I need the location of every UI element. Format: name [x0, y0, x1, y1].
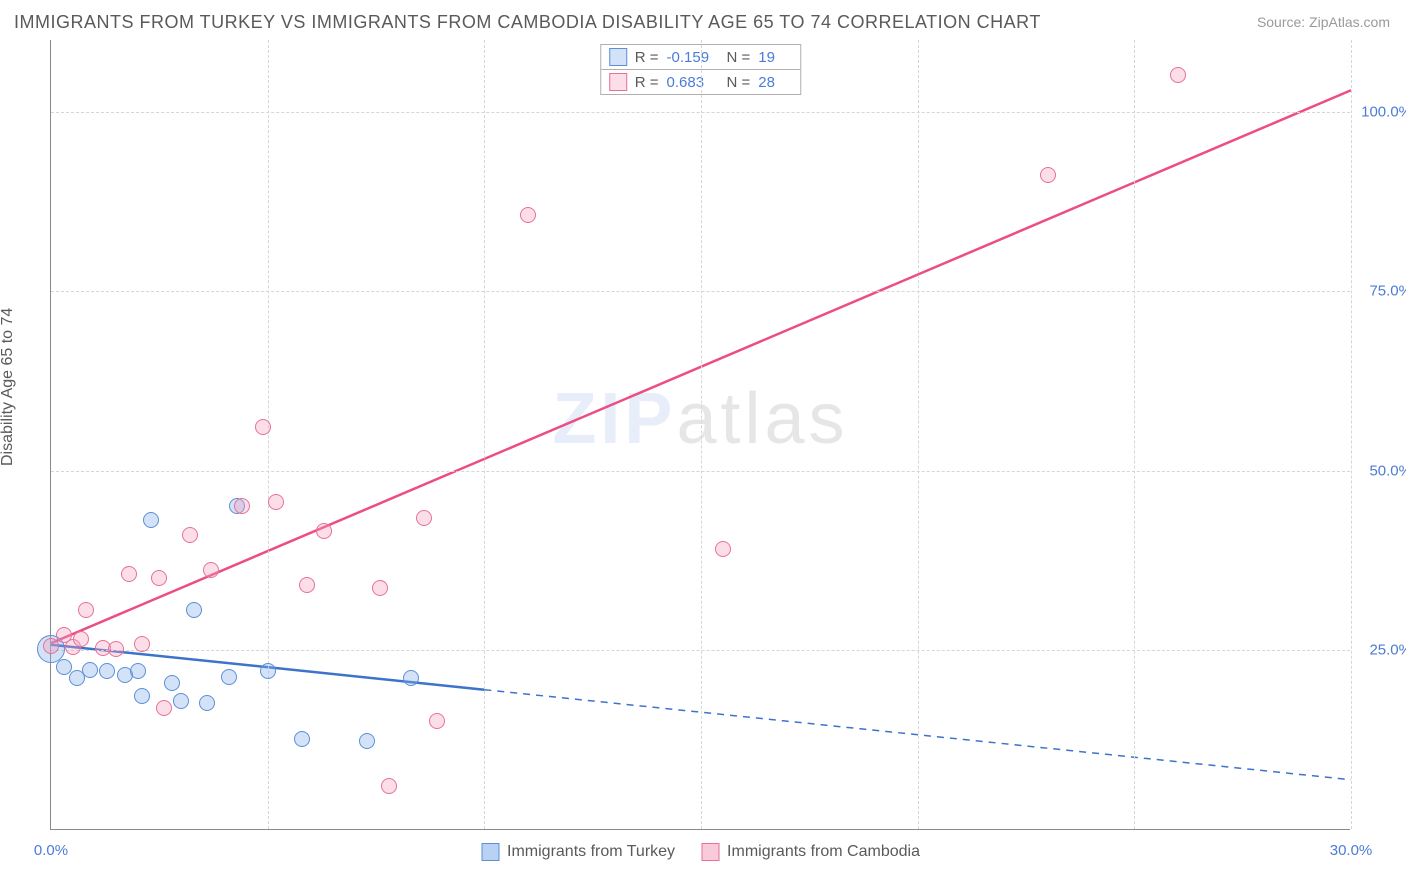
- y-tick-label: 25.0%: [1369, 642, 1406, 659]
- scatter-point-cambodia: [1170, 67, 1186, 83]
- y-axis-label: Disability Age 65 to 74: [0, 308, 17, 466]
- legend-label: Immigrants from Cambodia: [727, 843, 920, 861]
- scatter-point-turkey: [221, 669, 237, 685]
- scatter-point-cambodia: [416, 510, 432, 526]
- scatter-point-cambodia: [73, 631, 89, 647]
- scatter-point-cambodia: [108, 641, 124, 657]
- stat-r-label: R =: [635, 49, 659, 66]
- scatter-point-cambodia: [234, 498, 250, 514]
- scatter-point-turkey: [134, 688, 150, 704]
- gridline-vertical: [701, 40, 702, 829]
- scatter-point-cambodia: [203, 562, 219, 578]
- scatter-point-turkey: [359, 733, 375, 749]
- legend-label: Immigrants from Turkey: [507, 843, 675, 861]
- scatter-point-cambodia: [121, 566, 137, 582]
- scatter-point-turkey: [260, 663, 276, 679]
- scatter-point-cambodia: [151, 570, 167, 586]
- series-legend: Immigrants from Turkey Immigrants from Ca…: [481, 843, 920, 861]
- scatter-point-cambodia: [299, 577, 315, 593]
- stat-n-value: 28: [758, 74, 786, 91]
- x-tick-label: 0.0%: [34, 842, 68, 859]
- y-tick-label: 100.0%: [1361, 103, 1406, 120]
- scatter-point-cambodia: [715, 541, 731, 557]
- gridline-vertical: [1351, 40, 1352, 829]
- scatter-point-turkey: [199, 695, 215, 711]
- y-tick-label: 75.0%: [1369, 283, 1406, 300]
- scatter-point-cambodia: [156, 700, 172, 716]
- scatter-point-cambodia: [372, 580, 388, 596]
- scatter-point-cambodia: [268, 494, 284, 510]
- scatter-point-turkey: [173, 693, 189, 709]
- watermark-rest: atlas: [676, 379, 848, 459]
- scatter-point-turkey: [99, 663, 115, 679]
- gridline-vertical: [918, 40, 919, 829]
- source-attribution: Source: ZipAtlas.com: [1257, 14, 1390, 30]
- stat-r-value: -0.159: [667, 49, 719, 66]
- scatter-point-turkey: [82, 662, 98, 678]
- scatter-point-turkey: [403, 670, 419, 686]
- scatter-point-cambodia: [78, 602, 94, 618]
- legend-swatch: [609, 73, 627, 91]
- scatter-point-cambodia: [134, 636, 150, 652]
- stat-n-label: N =: [727, 49, 751, 66]
- scatter-point-turkey: [143, 512, 159, 528]
- gridline-vertical: [1134, 40, 1135, 829]
- gridline-vertical: [268, 40, 269, 829]
- stat-r-value: 0.683: [667, 74, 719, 91]
- x-tick-label: 30.0%: [1330, 842, 1373, 859]
- scatter-point-cambodia: [381, 778, 397, 794]
- stat-n-label: N =: [727, 74, 751, 91]
- scatter-point-cambodia: [1040, 167, 1056, 183]
- scatter-point-turkey: [130, 663, 146, 679]
- stat-r-label: R =: [635, 74, 659, 91]
- y-tick-label: 50.0%: [1369, 462, 1406, 479]
- scatter-point-cambodia: [429, 713, 445, 729]
- scatter-point-cambodia: [316, 523, 332, 539]
- chart-title: IMMIGRANTS FROM TURKEY VS IMMIGRANTS FRO…: [14, 12, 1041, 33]
- legend-item: Immigrants from Cambodia: [701, 843, 920, 861]
- legend-swatch: [701, 843, 719, 861]
- scatter-point-turkey: [164, 675, 180, 691]
- watermark-zip: ZIP: [552, 379, 676, 459]
- legend-item: Immigrants from Turkey: [481, 843, 675, 861]
- scatter-point-cambodia: [255, 419, 271, 435]
- plot-container: Disability Age 65 to 74 ZIPatlas R = -0.1…: [0, 40, 1406, 892]
- scatter-point-turkey: [294, 731, 310, 747]
- scatter-point-cambodia: [182, 527, 198, 543]
- scatter-point-cambodia: [520, 207, 536, 223]
- plot-area: ZIPatlas R =-0.159N =19R =0.683N =28 Imm…: [50, 40, 1350, 830]
- scatter-point-turkey: [186, 602, 202, 618]
- scatter-point-cambodia: [43, 638, 59, 654]
- gridline-vertical: [484, 40, 485, 829]
- legend-swatch: [481, 843, 499, 861]
- legend-swatch: [609, 48, 627, 66]
- stat-n-value: 19: [758, 49, 786, 66]
